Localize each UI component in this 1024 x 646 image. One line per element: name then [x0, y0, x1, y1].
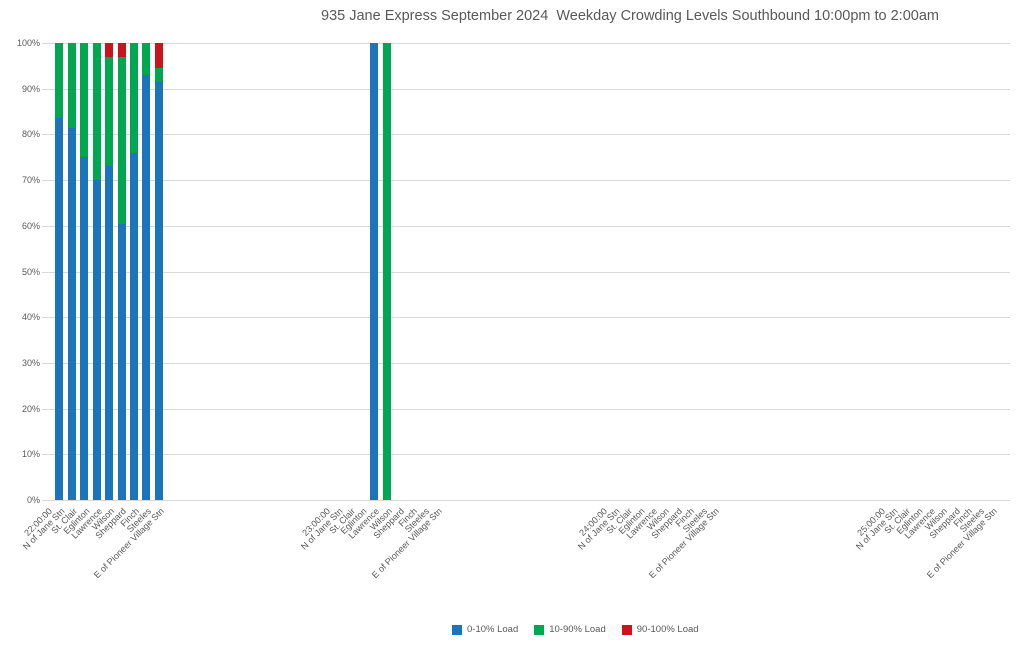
bar-segment: [92, 180, 101, 500]
bar-segment: [105, 56, 114, 167]
y-axis-tick-label: 60%: [21, 220, 40, 231]
bar-segment: [154, 43, 163, 69]
gridline: [42, 134, 1010, 136]
y-axis-tick-label: 50%: [21, 266, 40, 277]
bar-segment: [117, 223, 126, 500]
bar-segment: [55, 118, 64, 500]
gridline: [42, 271, 1010, 273]
legend-swatch: [534, 624, 545, 635]
bar-segment: [117, 43, 126, 57]
legend-label: 10-90% Load: [549, 624, 606, 635]
bar-segment: [80, 43, 89, 158]
legend-item: 0-10% Load: [452, 624, 518, 635]
y-axis-tick-label: 70%: [21, 175, 40, 186]
legend-item: 90-100% Load: [621, 624, 699, 635]
legend-swatch: [621, 624, 632, 635]
bar-segment: [105, 166, 114, 500]
gridline: [42, 180, 1010, 182]
gridline: [42, 43, 1010, 44]
legend-label: 90-100% Load: [636, 624, 699, 635]
bar-segment: [370, 43, 379, 500]
bar-segment: [67, 43, 76, 128]
legend-swatch: [452, 624, 462, 635]
bar-segment: [382, 43, 391, 500]
y-axis-tick-label: 80%: [21, 129, 40, 140]
bar-segment: [55, 43, 64, 119]
bar-segment: [142, 74, 151, 500]
bar-segment: [117, 56, 126, 224]
gridline: [42, 500, 1010, 501]
bar-segment: [129, 43, 138, 153]
bar-segment: [92, 43, 101, 181]
y-axis-tick-label: 10%: [21, 449, 40, 460]
gridline: [42, 317, 1010, 319]
gridline: [42, 88, 1010, 90]
bar-segment: [154, 81, 163, 500]
y-axis-tick-label: 20%: [21, 403, 40, 414]
y-axis-tick-label: 30%: [21, 357, 40, 368]
bar-segment: [129, 152, 138, 500]
y-axis-tick-label: 90%: [21, 83, 40, 94]
bar-segment: [142, 43, 151, 75]
legend: 0-10% Load 10-90% Load 90-100% Load: [452, 624, 699, 635]
chart-title: 935 Jane Express September 2024 Weekday …: [321, 8, 939, 24]
y-axis-tick-label: 0%: [26, 495, 40, 505]
gridline: [42, 362, 1010, 364]
y-axis-tick-label: 100%: [16, 38, 40, 48]
gridline: [42, 225, 1010, 227]
bar-segment: [105, 43, 114, 57]
legend-item: 10-90% Load: [534, 624, 606, 635]
y-axis-tick-label: 40%: [21, 312, 40, 323]
gridline: [42, 408, 1010, 410]
legend-label: 0-10% Load: [467, 624, 519, 635]
bar-segment: [67, 127, 76, 500]
bar-segment: [154, 68, 163, 82]
bar-segment: [80, 157, 89, 500]
gridline: [42, 454, 1010, 456]
